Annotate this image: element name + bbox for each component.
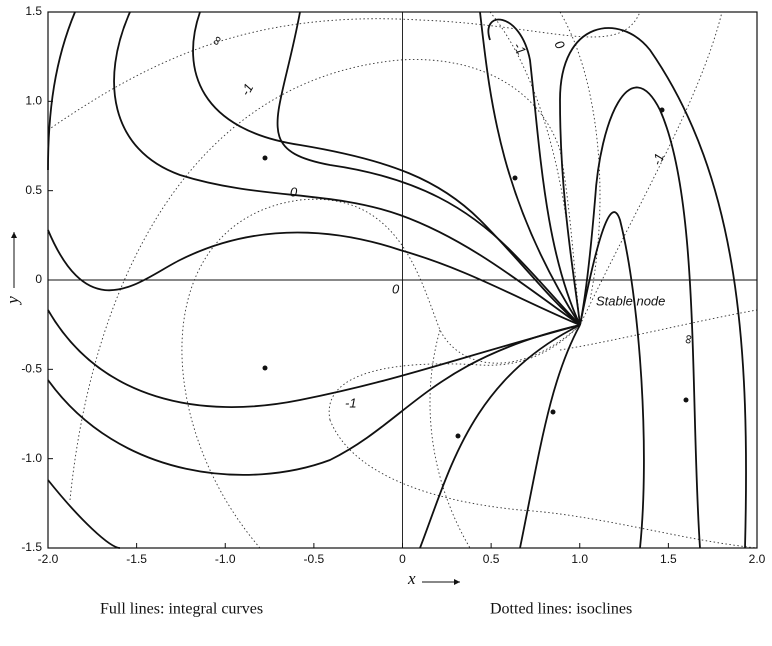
x-tick-label: -1.0 (215, 552, 236, 566)
x-tick-label: 1.0 (571, 552, 588, 566)
isocline-label: -1 (649, 151, 667, 167)
y-tick-label: -1.0 (21, 451, 42, 465)
x-tick-label: 1.5 (660, 552, 677, 566)
x-tick-label: -0.5 (304, 552, 325, 566)
direction-arrow (550, 409, 556, 415)
direction-arrow (659, 107, 665, 113)
isocline-label: 0 (551, 38, 568, 52)
x-tick-label: 0.5 (483, 552, 500, 566)
x-arrow-head (454, 579, 460, 585)
x-axis-label: x (407, 569, 416, 588)
direction-arrow (683, 397, 689, 403)
y-arrow-head (11, 232, 17, 238)
y-tick-label: 0 (35, 272, 42, 286)
y-tick-label: -0.5 (21, 362, 42, 376)
y-tick-label: 1.0 (25, 94, 42, 108)
y-tick-label: 0.5 (25, 183, 42, 197)
x-tick-label: -2.0 (38, 552, 59, 566)
x-tick-label: 0 (399, 552, 406, 566)
direction-arrow (262, 155, 268, 161)
isocline-label: -1 (510, 40, 529, 58)
isocline-label: ∞ (680, 333, 696, 345)
y-tick-label: 1.5 (25, 4, 42, 18)
direction-arrow (262, 365, 268, 371)
isocline-label: -1 (345, 395, 357, 410)
isocline-label: 0 (392, 281, 400, 296)
y-tick-label: -1.5 (21, 540, 42, 554)
integral-curves (47, 11, 747, 549)
x-tick-label: -1.5 (126, 552, 147, 566)
direction-arrow (512, 175, 518, 181)
isocline-label: -1 (238, 81, 257, 99)
caption: Full lines: integral curves (100, 601, 263, 618)
y-axis-label: y (3, 296, 22, 306)
direction-arrow (455, 433, 461, 439)
x-tick-label: 2.0 (749, 552, 766, 566)
isocline-label: Stable node (596, 293, 665, 308)
isocline-label: 0 (290, 184, 298, 199)
isocline-label: ∞ (208, 33, 226, 49)
caption: Dotted lines: isoclines (490, 601, 632, 618)
